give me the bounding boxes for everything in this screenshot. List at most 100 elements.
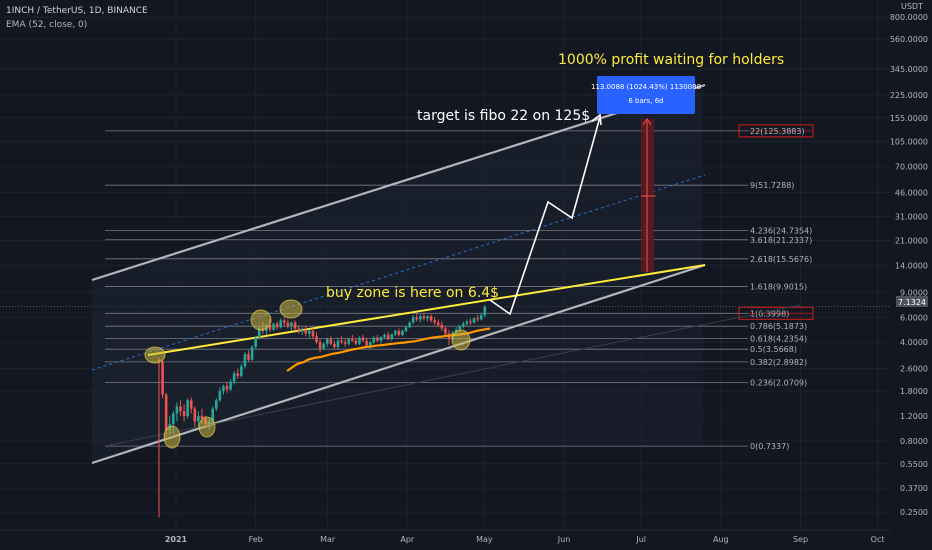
x-tick-label: Jul	[635, 535, 646, 544]
fib-level-label: 1.618(9.9015)	[750, 283, 807, 292]
fib-level-label: 0.236(2.0709)	[750, 379, 807, 388]
candle-body	[286, 322, 290, 327]
candle-body	[383, 334, 386, 337]
highlight-circle	[144, 346, 166, 364]
candle-body	[279, 320, 283, 328]
candle-body	[419, 316, 422, 320]
candle-body	[415, 317, 419, 320]
candle-body	[469, 321, 472, 323]
fib-level-label: 0.382(2.8982)	[750, 358, 807, 367]
candle-body	[433, 320, 436, 323]
candle-body	[361, 337, 365, 341]
y-tick-label: 1.8000	[900, 387, 928, 396]
y-tick-label: 560.0000	[890, 35, 928, 44]
candle-body	[257, 328, 261, 338]
fib-level-label: 2.618(15.5676)	[750, 255, 812, 264]
candle-body	[401, 330, 404, 335]
candle-body	[479, 315, 483, 320]
y-tick-label: 0.3700	[900, 484, 928, 493]
candle-body	[254, 337, 257, 347]
candle-body	[329, 339, 333, 344]
candle-body	[472, 318, 476, 323]
candle-body	[422, 316, 426, 319]
candle-body	[390, 334, 393, 340]
candle-body	[336, 340, 340, 347]
current-price-label: 7.1324	[898, 298, 926, 307]
candle-body	[229, 381, 232, 390]
x-tick-label: Mar	[320, 535, 336, 544]
price-axis-panel	[890, 0, 932, 550]
candle-body	[211, 408, 214, 422]
candle-body	[300, 329, 304, 331]
candle-body	[483, 306, 487, 316]
profit-annotation: 1000% profit waiting for holders	[558, 52, 784, 68]
measure-arrow-head	[642, 118, 652, 126]
fib-level-label: 0.618(4.2354)	[750, 335, 807, 344]
candle-body	[272, 323, 275, 330]
candle-body	[268, 324, 272, 330]
candle-body	[358, 337, 361, 344]
highlight-circle	[279, 299, 303, 319]
price-axis[interactable]: USDT 800.0000 560.0000 345.0000 225.0000 155.…	[890, 0, 932, 550]
candle-body	[372, 337, 376, 343]
candle-body	[200, 415, 204, 419]
circle-markers	[144, 299, 471, 449]
candle-body	[393, 330, 397, 335]
candle-body	[318, 342, 322, 349]
fib-level-label: 3.618(21.2337)	[750, 236, 812, 245]
y-tick-label: 0.2500	[900, 508, 928, 517]
channel-midline	[91, 174, 706, 371]
measure-tooltip-line1: 113.0088 (1024.43%) 1130088	[591, 83, 701, 91]
fib-level-label: 0.786(5.1873)	[750, 322, 807, 331]
candle-body	[283, 320, 286, 323]
candle-body	[315, 336, 318, 343]
x-tick-label: Sep	[793, 535, 808, 544]
candle-body	[376, 337, 379, 341]
y-tick-label: 1.2000	[900, 412, 928, 421]
candle-body	[444, 328, 447, 334]
y-tick-label: 0.5500	[900, 460, 928, 469]
candle-body	[351, 339, 354, 341]
y-tick-label: 0.8000	[900, 437, 928, 446]
candle-body	[236, 373, 240, 377]
candle-body	[458, 326, 462, 330]
highlight-circle	[451, 329, 471, 351]
candle-body	[465, 321, 469, 324]
time-axis[interactable]: 2021 Feb Mar Apr May Jun Jul Aug Sep Oct	[0, 529, 890, 544]
fib-level-label: 0.5(3.5668)	[750, 345, 797, 354]
fib-retracement: 22(125.3883) 9(51.7288) 4.236(24.7354)3.61…	[105, 124, 814, 451]
candle-body	[304, 329, 308, 334]
x-tick-label: Apr	[400, 535, 415, 544]
ema-indicator-label[interactable]: EMA (52, close, 0)	[6, 20, 88, 30]
highlight-circle	[250, 309, 272, 331]
candle-body	[343, 342, 347, 344]
target-annotation: target is fibo 22 on 125$	[417, 108, 590, 124]
lower-channel-line	[91, 263, 706, 465]
current-price-tag-box	[896, 296, 928, 307]
candles	[157, 305, 487, 518]
trend-drawings	[91, 83, 801, 465]
candle-body	[333, 343, 336, 347]
y-tick-label: 31.0000	[895, 213, 928, 222]
projection-path	[489, 116, 601, 316]
faint-trendline	[109, 304, 801, 446]
y-tick-label: 2.6000	[900, 365, 928, 374]
candle-body	[347, 339, 351, 344]
candle-body	[426, 316, 429, 319]
fib-level-label: 4.236(24.7354)	[750, 226, 812, 235]
y-tick-label: 9.0000	[900, 288, 928, 297]
candle-body	[275, 323, 279, 328]
candle-body	[247, 353, 250, 360]
candle-body	[462, 323, 465, 327]
candle-body	[365, 340, 368, 346]
candle-body	[411, 317, 415, 323]
candle-body	[297, 328, 300, 331]
current-price-tag: 7.1324	[896, 296, 928, 307]
candle-body	[197, 415, 200, 422]
candle-body	[340, 340, 343, 343]
candle-body	[225, 386, 229, 390]
y-tick-label: 14.0000	[895, 261, 928, 270]
fib-level-label: 22(125.3883)	[750, 127, 805, 136]
measure-tooltip-line2: 6 bars, 6d	[628, 97, 663, 105]
